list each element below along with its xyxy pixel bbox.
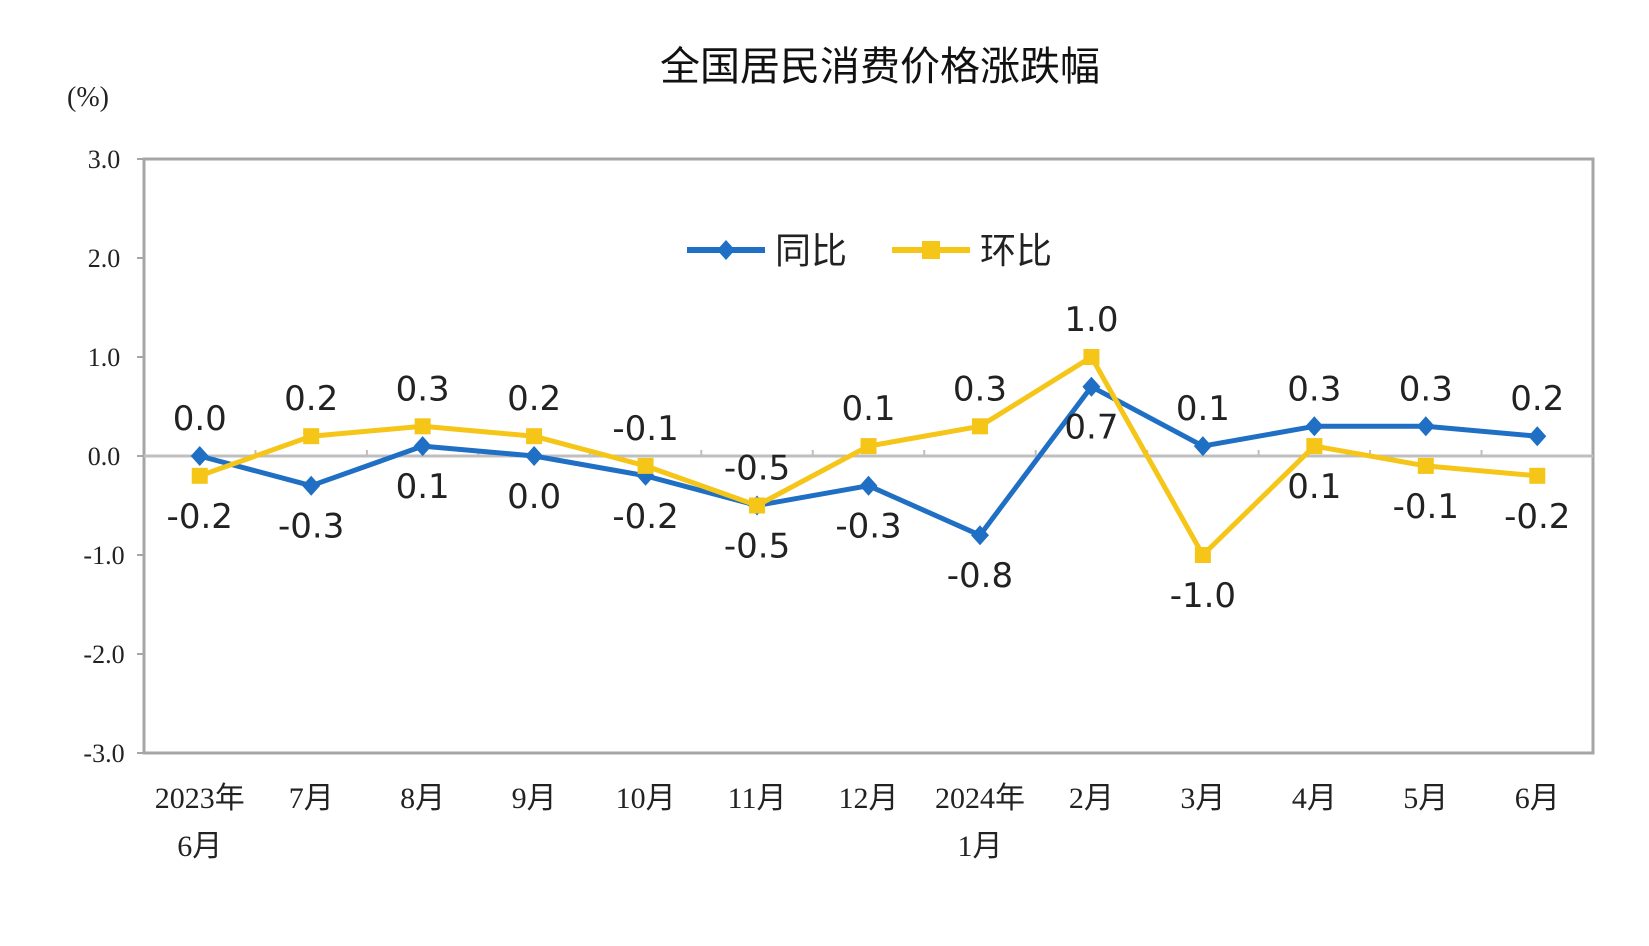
y-axis-unit: (%) [67, 82, 109, 113]
data-label: -0.2 [612, 497, 678, 537]
data-point-mom [749, 497, 766, 514]
data-point-yoy [1416, 416, 1435, 437]
data-label: -0.3 [278, 507, 344, 547]
data-label: -0.2 [1504, 497, 1570, 537]
x-tick-label: 11月 [728, 782, 787, 815]
x-tick-label: 4月 [1292, 782, 1337, 815]
legend-marker-square [922, 241, 940, 259]
data-label: -0.1 [612, 409, 678, 449]
data-label: 0.3 [1287, 369, 1341, 409]
data-label: 1.0 [1064, 300, 1118, 340]
data-point-mom [191, 467, 208, 484]
data-label: -0.5 [724, 527, 790, 567]
data-point-yoy [413, 436, 432, 457]
data-label: -0.2 [167, 497, 233, 537]
data-point-yoy [302, 475, 321, 496]
legend-label: 环比 [980, 231, 1052, 272]
data-point-mom [637, 457, 654, 474]
x-tick-label: 6月 [1515, 782, 1560, 815]
chart-title: 全国居民消费价格涨跌幅 [660, 44, 1100, 90]
data-point-mom [860, 438, 877, 455]
data-point-yoy [1528, 426, 1547, 447]
data-point-mom [526, 428, 543, 445]
x-tick-label: 6月 [177, 830, 222, 863]
data-label: 0.3 [396, 369, 450, 409]
x-tick-label: 9月 [512, 782, 557, 815]
data-point-mom [1529, 467, 1546, 484]
data-label: 0.3 [953, 369, 1007, 409]
data-label: 0.1 [1176, 389, 1230, 429]
y-tick-label: 3.0 [88, 145, 121, 174]
data-label: 0.7 [1064, 408, 1118, 448]
data-label: 0.2 [1510, 379, 1564, 419]
data-label: -0.3 [835, 507, 901, 547]
data-label: 0.3 [1399, 369, 1453, 409]
legend-marker-diamond [717, 240, 735, 260]
data-point-mom [303, 428, 320, 445]
y-tick-label: 1.0 [88, 343, 121, 372]
x-tick-label: 2月 [1069, 782, 1114, 815]
x-tick-label: 7月 [289, 782, 334, 815]
data-label: 0.1 [841, 389, 895, 429]
data-label: 0.0 [507, 477, 561, 517]
data-label: 0.0 [173, 399, 227, 439]
data-point-mom [1306, 438, 1323, 455]
data-label: 0.2 [284, 379, 338, 419]
x-tick-label: 8月 [400, 782, 445, 815]
data-point-yoy [1193, 436, 1212, 457]
legend-label: 同比 [775, 231, 847, 272]
data-label: -1.0 [1170, 576, 1236, 616]
x-tick-label: 12月 [839, 782, 899, 815]
y-tick-label: -2.0 [83, 640, 124, 669]
data-point-mom [971, 418, 988, 435]
x-tick-label: 2024年 [935, 782, 1025, 815]
x-tick-label: 10月 [616, 782, 676, 815]
data-label: 0.2 [507, 379, 561, 419]
x-tick-label: 5月 [1403, 782, 1448, 815]
data-point-yoy [190, 446, 209, 466]
data-point-yoy [970, 525, 989, 546]
data-point-yoy [1305, 416, 1324, 437]
data-point-mom [1417, 457, 1434, 474]
data-point-mom [1194, 547, 1211, 563]
data-point-mom [1083, 349, 1100, 365]
data-label: -0.5 [724, 449, 790, 489]
x-tick-label: 3月 [1180, 782, 1225, 815]
data-label: -0.1 [1393, 487, 1459, 527]
y-tick-label: -1.0 [83, 541, 124, 570]
data-label: -0.8 [947, 556, 1013, 596]
y-tick-label: 2.0 [88, 244, 121, 273]
data-point-mom [414, 418, 431, 435]
y-tick-label: -3.0 [83, 739, 124, 768]
x-tick-label: 2023年 [155, 782, 245, 815]
x-tick-label: 1月 [957, 830, 1002, 863]
data-point-yoy [859, 475, 878, 496]
data-label: 0.1 [1287, 467, 1341, 507]
data-label: 0.1 [396, 467, 450, 507]
y-tick-label: 0.0 [88, 442, 121, 471]
data-point-yoy [525, 446, 544, 466]
data-point-yoy [1082, 376, 1101, 397]
